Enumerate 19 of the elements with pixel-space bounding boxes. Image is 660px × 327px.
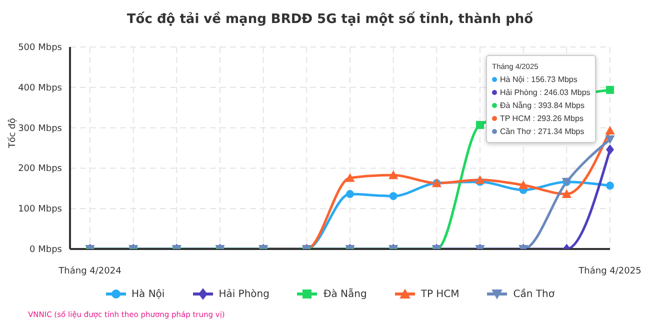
y-tick-label: 400 Mbps (18, 83, 62, 94)
x-tick-label: Tháng 4/2024 (58, 265, 122, 276)
chart-title: Tốc độ tải về mạng BRDĐ 5G tại một số tỉnh, thành phố (126, 12, 534, 27)
y-tick-label: 300 Mbps (18, 124, 62, 134)
y-tick-label: 200 Mbps (18, 164, 62, 174)
y-tick-label: 500 Mbps (18, 43, 62, 53)
y-tick-label: 100 Mbps (18, 204, 62, 215)
annotation: Hà Nội : 156.73 Mbps (500, 74, 578, 86)
annotation: TP HCM : 293.26 Mbps (500, 113, 584, 125)
legend-label: Hải Phòng (218, 288, 270, 300)
annotation: Hải Phòng : 246.03 Mbps (500, 87, 590, 99)
y-tick-label: 0 Mbps (30, 245, 62, 255)
annotation: Cần Thơ : 271.34 Mbps (500, 126, 584, 138)
legend-label: Cần Thơ (512, 288, 554, 300)
y-axis-title: Tốc độ (7, 117, 18, 149)
legend-label: Đà Nẵng (322, 288, 367, 300)
legend-label: TP HCM (420, 288, 460, 300)
annotation: Đà Nẵng : 393.84 Mbps (500, 100, 584, 112)
legend-label: Hà Nội (130, 288, 165, 300)
